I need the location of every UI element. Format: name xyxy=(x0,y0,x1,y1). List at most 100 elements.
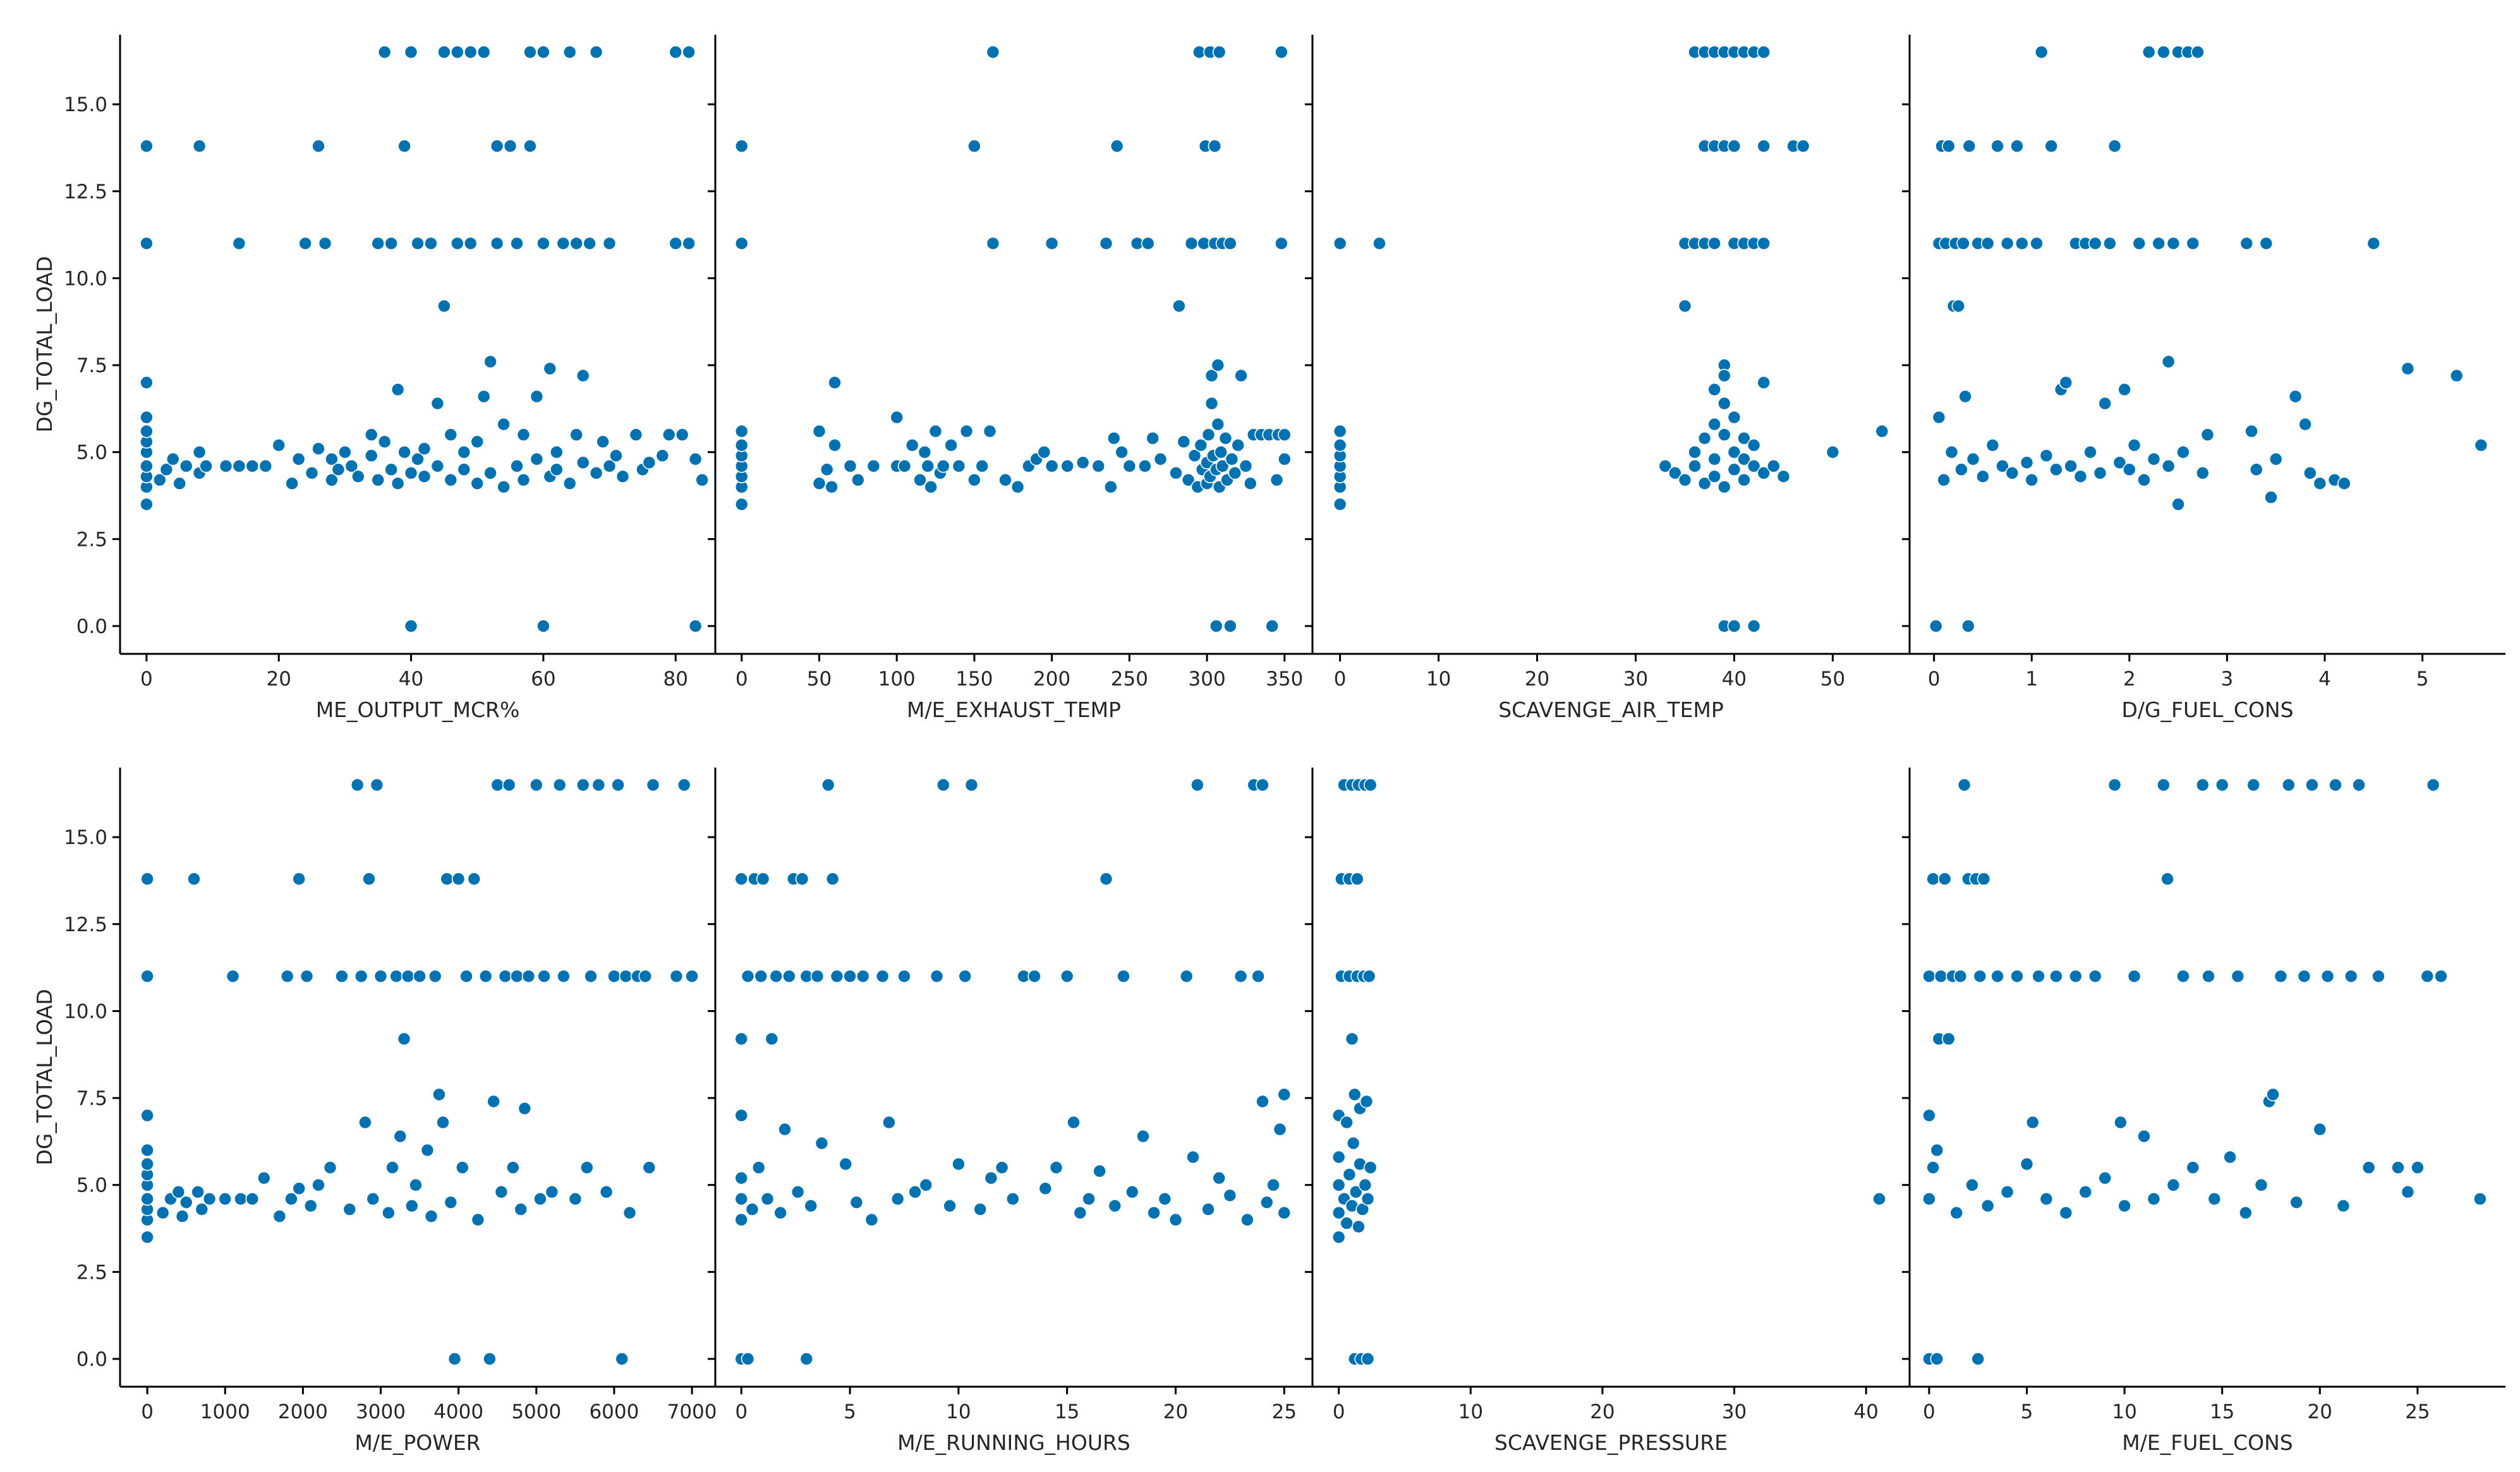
x-tick-label: 30 xyxy=(1722,1401,1747,1423)
data-point xyxy=(371,236,385,251)
data-point xyxy=(2166,236,2181,251)
data-point xyxy=(1256,1094,1269,1109)
y-axis-label: DG_TOTAL_LOAD xyxy=(32,989,57,1165)
data-point xyxy=(1331,1150,1346,1164)
x-tick-label: 20 xyxy=(1525,668,1549,691)
x-axis-label: M/E_EXHAUST_TEMP xyxy=(907,697,1121,722)
data-point xyxy=(533,1191,547,1206)
data-point xyxy=(272,438,286,452)
y-axis-label: DG_TOTAL_LOAD xyxy=(32,256,57,432)
data-point xyxy=(2337,476,2351,491)
data-point xyxy=(1688,459,1702,473)
data-point xyxy=(602,236,617,251)
data-point xyxy=(1233,969,1248,984)
data-point xyxy=(1937,473,1951,487)
data-point xyxy=(1228,466,1242,480)
data-point xyxy=(483,354,497,369)
data-point xyxy=(510,459,524,473)
data-point xyxy=(1747,438,1761,452)
data-point xyxy=(959,424,974,438)
x-tick-label: 5000 xyxy=(511,1401,561,1423)
data-point xyxy=(1333,424,1347,438)
x-tick-label: 0 xyxy=(1928,668,1941,691)
data-point xyxy=(943,1198,957,1213)
data-point xyxy=(397,139,411,153)
data-point xyxy=(1697,476,1712,491)
data-point xyxy=(2059,375,2073,390)
data-point xyxy=(1333,438,1347,452)
data-point xyxy=(2259,236,2274,251)
data-point xyxy=(591,778,606,792)
data-point xyxy=(232,459,246,473)
data-point xyxy=(1045,459,1059,473)
data-point xyxy=(444,428,458,442)
data-point xyxy=(490,236,504,251)
data-point xyxy=(366,1191,380,1206)
data-point xyxy=(1231,438,1245,452)
data-point xyxy=(140,497,154,512)
data-point xyxy=(397,445,411,459)
data-point xyxy=(1776,469,1791,484)
x-tick-label: 3000 xyxy=(356,1401,406,1423)
data-point xyxy=(646,778,660,792)
data-point xyxy=(450,236,464,251)
data-point xyxy=(769,969,783,984)
data-point xyxy=(2039,1191,2054,1206)
data-point xyxy=(1930,1143,1944,1157)
data-point xyxy=(602,459,617,473)
x-tick-label: 5 xyxy=(844,1401,856,1423)
data-point xyxy=(1990,969,2004,984)
data-point xyxy=(2147,452,2161,466)
data-point xyxy=(417,469,432,484)
data-point xyxy=(2157,45,2171,59)
data-point xyxy=(280,969,294,984)
data-point xyxy=(444,473,458,487)
y-tick-label: 0.0 xyxy=(76,615,107,638)
data-point xyxy=(312,139,325,153)
data-point xyxy=(843,969,857,984)
subplot-6: 0 5 10 15 20 25 M/E_RUNNING_HOURS xyxy=(708,768,1312,1455)
data-point xyxy=(1727,445,1742,459)
data-point xyxy=(351,469,365,484)
x-tick-label: 2 xyxy=(2123,668,2136,691)
data-point xyxy=(576,368,590,383)
data-point xyxy=(642,455,657,470)
data-point xyxy=(2223,1150,2237,1164)
data-point xyxy=(219,459,233,473)
data-point xyxy=(364,428,379,442)
x-tick-label: 0 xyxy=(1334,668,1347,691)
data-point xyxy=(1037,445,1051,459)
data-point xyxy=(1717,480,1731,494)
data-point xyxy=(890,1191,905,1206)
data-point xyxy=(2093,466,2107,480)
data-point xyxy=(2161,459,2176,473)
data-point xyxy=(2049,969,2063,984)
data-point xyxy=(1976,469,1990,484)
data-point xyxy=(300,969,314,984)
data-point xyxy=(420,1143,435,1157)
y-tick-label: 5.0 xyxy=(76,442,107,464)
data-point xyxy=(734,1191,748,1206)
data-point xyxy=(1006,1191,1020,1206)
data-point xyxy=(171,1185,186,1199)
data-point xyxy=(530,452,544,466)
data-point xyxy=(467,872,482,886)
x-tick-label: 7000 xyxy=(667,1401,717,1423)
data-point xyxy=(734,424,749,438)
data-point xyxy=(1980,236,1995,251)
data-point xyxy=(1364,778,1378,792)
data-point xyxy=(2083,445,2097,459)
data-point xyxy=(430,459,445,473)
data-point xyxy=(245,459,260,473)
data-point xyxy=(1985,438,2000,452)
x-tick-label: 0 xyxy=(735,1401,748,1423)
data-point xyxy=(1990,139,2004,153)
data-point xyxy=(2117,1198,2131,1213)
data-point xyxy=(140,236,154,251)
x-tick-label: 40 xyxy=(1853,1401,1878,1423)
data-point xyxy=(579,1161,594,1174)
data-point xyxy=(192,445,207,459)
data-point xyxy=(2200,428,2215,442)
data-point xyxy=(199,459,213,473)
subplot-4: 0 1 2 3 4 5 D/G_FUEL_CONS xyxy=(1902,35,2505,722)
